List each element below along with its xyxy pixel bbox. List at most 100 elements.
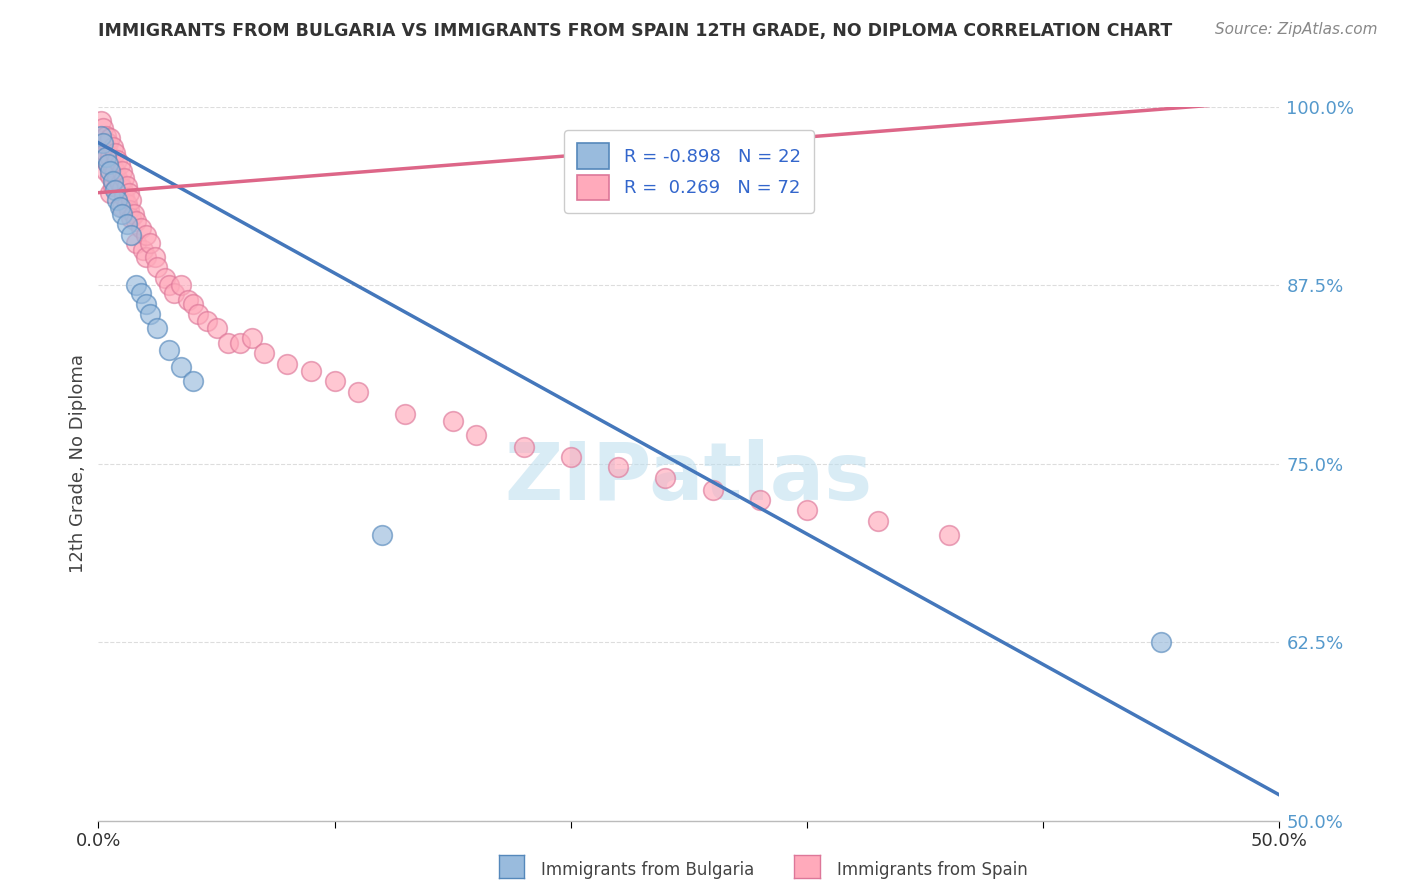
Text: IMMIGRANTS FROM BULGARIA VS IMMIGRANTS FROM SPAIN 12TH GRADE, NO DIPLOMA CORRELA: IMMIGRANTS FROM BULGARIA VS IMMIGRANTS F… (98, 22, 1173, 40)
Text: Source: ZipAtlas.com: Source: ZipAtlas.com (1215, 22, 1378, 37)
Point (105, 171, 128, 186)
Point (115, 217, 138, 231)
Point (94, 128, 117, 143)
Point (111, 200, 134, 214)
Point (125, 214, 148, 228)
Point (512, 440, 534, 454)
Point (866, 514, 889, 528)
Point (94, 150, 117, 164)
Point (654, 471, 676, 485)
Point (98, 131, 121, 145)
Point (323, 374, 346, 388)
Text: ZIPatlas: ZIPatlas (505, 439, 873, 517)
Point (115, 178, 138, 193)
Point (125, 235, 148, 250)
Point (98, 150, 121, 164)
Point (135, 297, 157, 311)
Point (101, 174, 124, 188)
Point (94, 145, 117, 160)
Y-axis label: 12th Grade, No Diploma: 12th Grade, No Diploma (69, 354, 87, 574)
Point (157, 343, 180, 357)
Point (371, 528, 394, 542)
Point (115, 197, 138, 211)
Point (177, 293, 200, 307)
Point (139, 307, 162, 321)
Point (104, 183, 127, 197)
Point (129, 285, 152, 300)
Point (98, 186, 121, 200)
Point (146, 321, 169, 335)
Point (118, 202, 141, 217)
Point (187, 307, 209, 321)
Point (125, 278, 148, 293)
Point (101, 140, 124, 154)
Point (121, 211, 143, 226)
Point (90, 136, 112, 150)
Point (98, 164, 121, 178)
Point (146, 260, 169, 274)
Text: Immigrants from Spain: Immigrants from Spain (837, 861, 1028, 879)
Point (90, 114, 112, 128)
Point (104, 164, 127, 178)
Point (702, 483, 724, 497)
Point (111, 164, 134, 178)
Point (108, 200, 131, 214)
Point (1150, 635, 1173, 649)
Point (938, 528, 960, 542)
Point (394, 407, 416, 421)
Point (229, 335, 252, 350)
Point (163, 285, 186, 300)
Point (347, 385, 370, 400)
Point (122, 207, 145, 221)
Point (111, 181, 134, 195)
Point (441, 414, 464, 428)
Point (91, 143, 114, 157)
Point (135, 250, 157, 264)
Point (101, 178, 124, 193)
Point (607, 459, 630, 474)
Point (111, 207, 134, 221)
Point (108, 157, 131, 171)
Point (91, 121, 114, 136)
Point (170, 359, 193, 374)
Point (121, 228, 143, 243)
Point (104, 145, 127, 160)
Point (135, 228, 157, 243)
Point (90, 128, 112, 143)
Point (205, 321, 228, 335)
Point (217, 335, 239, 350)
Point (105, 153, 128, 167)
Point (796, 502, 818, 516)
Point (108, 177, 131, 191)
Text: Immigrants from Bulgaria: Immigrants from Bulgaria (541, 861, 755, 879)
Legend: R = -0.898   N = 22, R =  0.269   N = 72: R = -0.898 N = 22, R = 0.269 N = 72 (564, 130, 814, 213)
Point (91, 136, 114, 150)
Point (129, 221, 152, 235)
Point (97, 157, 120, 171)
Point (112, 190, 135, 204)
Point (181, 374, 204, 388)
Point (97, 157, 120, 171)
Point (748, 492, 770, 507)
Point (240, 331, 263, 345)
Point (139, 235, 162, 250)
Point (560, 450, 582, 464)
Point (121, 193, 143, 207)
Point (153, 271, 176, 285)
Point (101, 160, 124, 174)
Point (276, 357, 298, 371)
Point (132, 243, 155, 257)
Point (105, 193, 128, 207)
Point (94, 164, 117, 178)
Point (157, 278, 180, 293)
Point (253, 345, 276, 359)
Point (181, 297, 204, 311)
Point (97, 136, 120, 150)
Point (118, 186, 141, 200)
Point (299, 364, 322, 378)
Point (465, 428, 488, 442)
Point (143, 250, 166, 264)
Point (98, 169, 121, 183)
Point (170, 278, 193, 293)
Point (195, 314, 218, 328)
